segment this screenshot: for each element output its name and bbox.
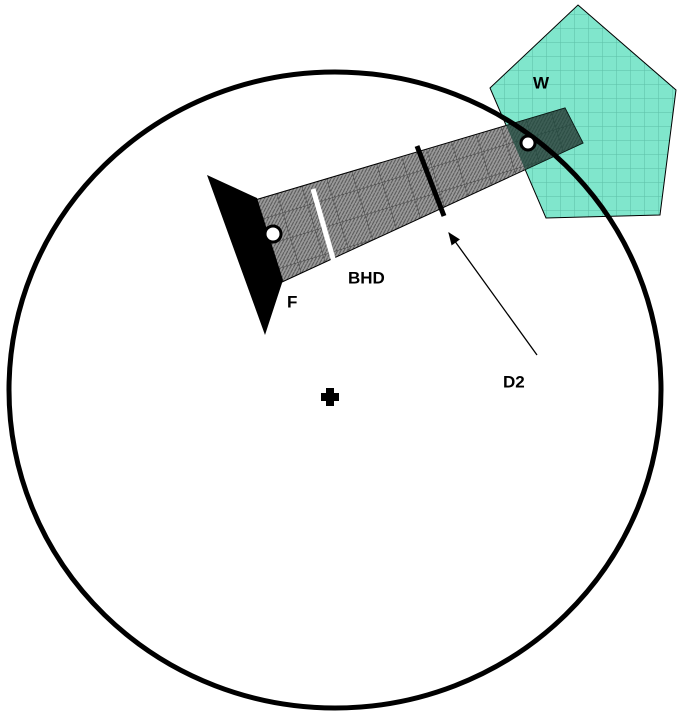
point-w (519, 134, 537, 152)
label-f: F (287, 292, 297, 311)
source-wedge (207, 175, 283, 335)
d2-line (414, 145, 447, 217)
label-bhd: BHD (348, 268, 385, 287)
bhd-line (310, 188, 337, 263)
center-mark (321, 388, 339, 406)
label-w: W (533, 73, 550, 92)
label-d2: D2 (503, 372, 525, 391)
d2-arrow (448, 231, 538, 356)
point-f (263, 224, 283, 244)
boundary-circle (6, 69, 664, 711)
